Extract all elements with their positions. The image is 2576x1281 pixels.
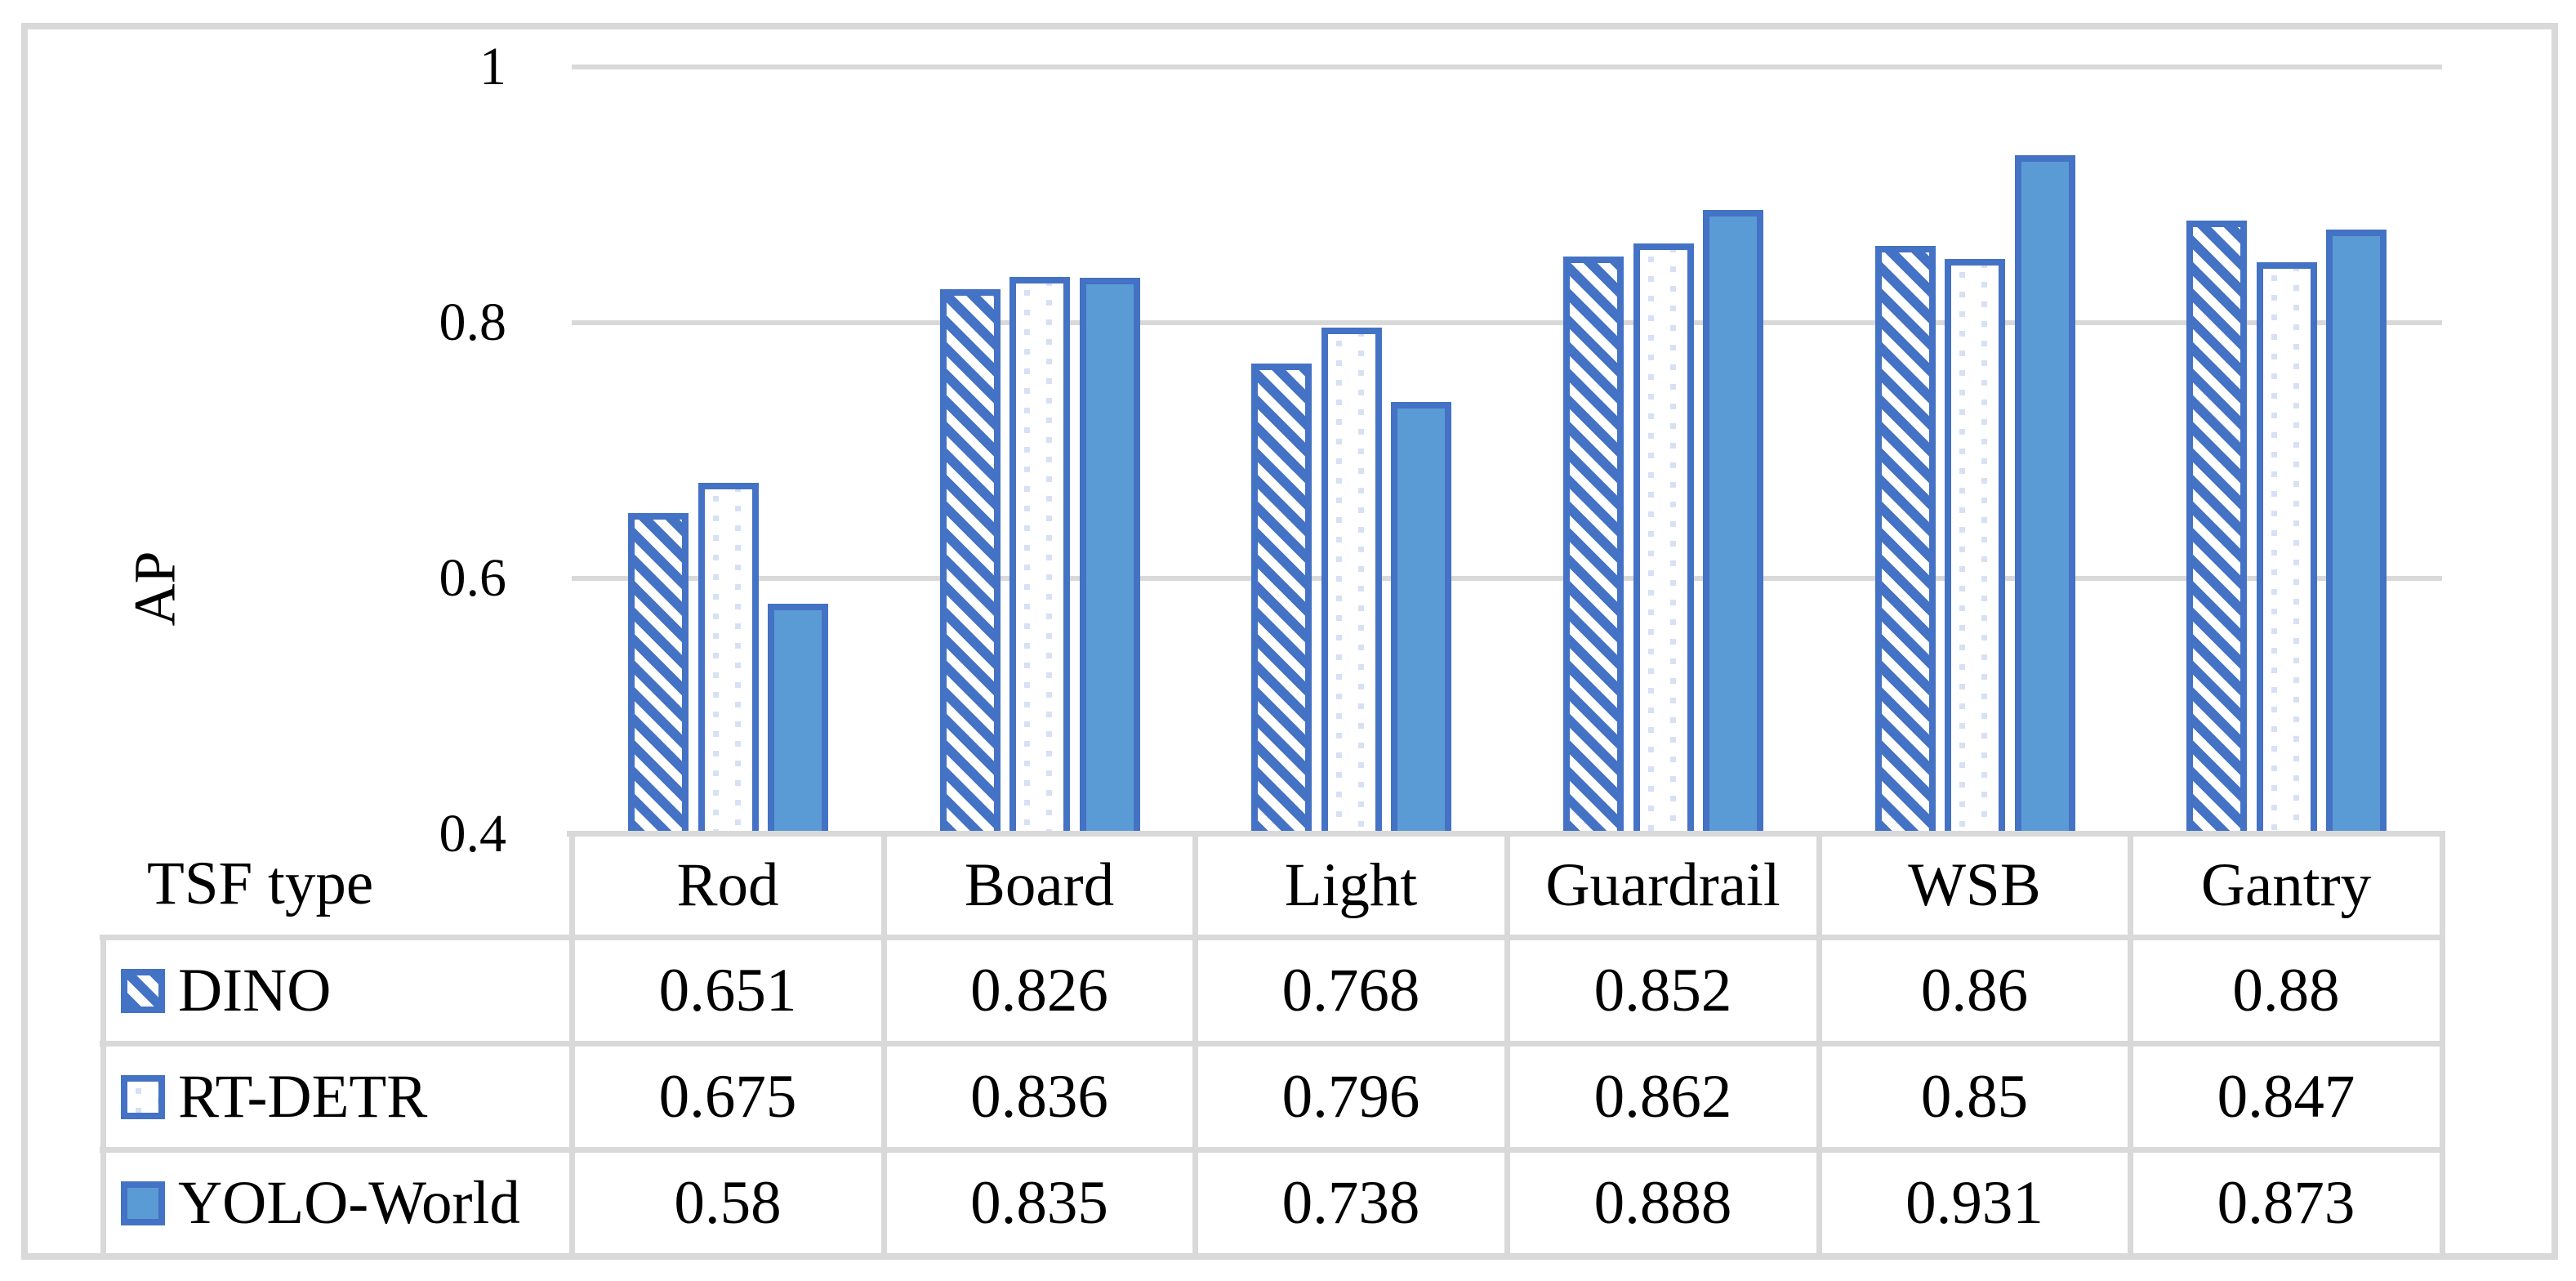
- table-value-cell-dino-light: 0.768: [1281, 956, 1420, 1024]
- table-value-cell-dino-rod: 0.651: [658, 956, 797, 1024]
- bar-dino-board: [940, 289, 1001, 834]
- table-value-cell-rt-detr-guardrail: 0.862: [1593, 1062, 1732, 1131]
- table-value-cell-rt-detr-rod: 0.675: [658, 1062, 797, 1131]
- table-header-cell-guardrail: Guardrail: [1545, 851, 1780, 919]
- table-border-vertical: [881, 831, 887, 1259]
- table-border-horizontal: [100, 1041, 2445, 1047]
- table-border-horizontal: [100, 935, 2445, 940]
- y-axis-tick-label: 0.4: [439, 804, 507, 864]
- table-value-cell-rt-detr-board: 0.836: [970, 1062, 1108, 1131]
- bar-yolo-world-guardrail: [1703, 210, 1763, 834]
- y-axis-title: AP: [122, 550, 188, 627]
- table-value-cell-dino-wsb: 0.86: [1920, 956, 2029, 1024]
- bar-dino-guardrail: [1563, 257, 1624, 834]
- table-value-cell-rt-detr-gantry: 0.847: [2217, 1062, 2355, 1131]
- bar-dino-gantry: [2186, 221, 2247, 834]
- bar-dino-light: [1251, 364, 1312, 834]
- legend-swatch-dino: [121, 968, 165, 1013]
- y-axis-title-box: AP: [123, 523, 188, 654]
- table-value-cell-yolo-world-rod: 0.58: [674, 1168, 782, 1237]
- table-value-cell-dino-gantry: 0.88: [2232, 956, 2340, 1024]
- bar-rt-detr-light: [1321, 328, 1382, 834]
- table-border-vertical: [1504, 831, 1510, 1259]
- y-gridline: [572, 65, 2442, 69]
- table-value-cell-yolo-world-guardrail: 0.888: [1593, 1168, 1732, 1237]
- table-value-cell-yolo-world-board: 0.835: [970, 1168, 1108, 1237]
- table-value-cell-dino-guardrail: 0.852: [1593, 956, 1732, 1024]
- bar-rt-detr-wsb: [1945, 259, 2005, 834]
- y-axis-tick-label: 1: [479, 37, 506, 96]
- legend-series-name: RT-DETR: [178, 1062, 428, 1131]
- table-value-cell-yolo-world-light: 0.738: [1281, 1168, 1420, 1237]
- bar-rt-detr-guardrail: [1633, 243, 1694, 834]
- table-header-cell-board: Board: [964, 851, 1115, 919]
- table-value-cell-rt-detr-light: 0.796: [1281, 1062, 1420, 1131]
- table-border-vertical: [569, 831, 575, 1259]
- table-header-cell-rod: Rod: [676, 851, 779, 919]
- bar-yolo-world-rod: [768, 604, 828, 834]
- table-value-cell-dino-board: 0.826: [970, 956, 1108, 1024]
- legend-row-label-yolo-world: YOLO-World: [103, 1153, 572, 1253]
- table-border-vertical: [2440, 831, 2445, 1259]
- bar-yolo-world-board: [1080, 278, 1140, 834]
- table-value-cell-yolo-world-wsb: 0.931: [1905, 1168, 2043, 1237]
- table-header-cell-gantry: Gantry: [2200, 851, 2372, 919]
- table-border-vertical: [1192, 831, 1198, 1259]
- table-border-horizontal: [100, 1147, 2445, 1153]
- bar-rt-detr-rod: [698, 483, 759, 834]
- table-border-vertical: [2128, 831, 2133, 1259]
- y-axis-tick-label: 0.6: [439, 548, 507, 608]
- legend-row-label-rt-detr: RT-DETR: [103, 1047, 572, 1147]
- y-axis-tick-label: 0.8: [439, 292, 507, 352]
- table-header-cell-wsb: WSB: [1908, 851, 2041, 919]
- table-border-vertical: [1816, 831, 1822, 1259]
- bar-rt-detr-gantry: [2257, 262, 2317, 834]
- table-value-cell-yolo-world-gantry: 0.873: [2217, 1168, 2355, 1237]
- bar-dino-rod: [628, 513, 689, 834]
- x-axis-title: TSF type: [147, 850, 374, 917]
- bar-rt-detr-board: [1009, 277, 1070, 834]
- legend-row-label-dino: DINO: [103, 940, 572, 1041]
- table-value-cell-rt-detr-wsb: 0.85: [1920, 1062, 2029, 1131]
- bar-yolo-world-light: [1391, 402, 1451, 834]
- legend-swatch-rt-detr: [121, 1074, 165, 1119]
- table-border-horizontal: [100, 1253, 2445, 1259]
- table-border-vertical: [100, 935, 106, 1259]
- y-gridline: [572, 320, 2442, 325]
- bar-yolo-world-gantry: [2326, 230, 2387, 834]
- bar-yolo-world-wsb: [2015, 155, 2075, 834]
- y-gridline: [572, 576, 2442, 581]
- table-header-cell-light: Light: [1284, 851, 1418, 919]
- legend-swatch-yolo-world: [121, 1181, 165, 1225]
- bar-dino-wsb: [1875, 246, 1936, 834]
- legend-series-name: YOLO-World: [178, 1168, 520, 1237]
- legend-series-name: DINO: [178, 956, 332, 1024]
